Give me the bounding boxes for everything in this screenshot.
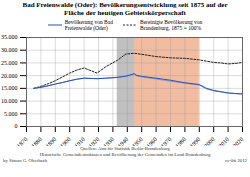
svg-text:1900: 1900 — [59, 137, 72, 147]
svg-text:1930: 1930 — [102, 137, 115, 147]
html-text:Bad Freienwalde (Oder): Bevölk: Bad Freienwalde (Oder): Bevölkerungsentw… — [22, 1, 228, 17]
svg-text:2010: 2010 — [217, 137, 230, 147]
svg-text:0: 0 — [15, 124, 18, 130]
html-text:by Simon G. Oberbach: by Simon G. Oberbach — [3, 157, 48, 163]
svg-text:1920: 1920 — [88, 137, 101, 147]
html-text:cc-0ft 2012: cc-0ft 2012 — [225, 157, 247, 163]
svg-text:1890: 1890 — [45, 137, 58, 147]
svg-text:2000: 2000 — [203, 137, 216, 147]
html-text:Historische Gemeindestrukturen: Historische Gemeindestrukturen und Bevöl… — [39, 152, 211, 157]
svg-text:1940: 1940 — [117, 137, 130, 147]
svg-text:5.000: 5.000 — [4, 111, 18, 117]
html-text:Bevölkerung von Bad Freienwald: Bevölkerung von Bad Freienwalde (Oder) — [64, 19, 113, 32]
svg-text:20.000: 20.000 — [1, 73, 18, 79]
svg-text:15.000: 15.000 — [1, 86, 18, 92]
html-text:Bereinigte Bevölkerung von Bra: Bereinigte Bevölkerung von Brandenburg, … — [140, 19, 203, 32]
svg-text:1880: 1880 — [30, 137, 43, 147]
svg-text:1980: 1980 — [174, 137, 187, 147]
svg-text:1910: 1910 — [73, 137, 86, 147]
svg-text:35.000: 35.000 — [1, 35, 18, 41]
svg-text:2020: 2020 — [232, 137, 245, 147]
svg-text:1870: 1870 — [16, 137, 29, 147]
svg-text:25.000: 25.000 — [1, 60, 18, 66]
svg-text:1990: 1990 — [189, 137, 202, 147]
svg-text:30.000: 30.000 — [1, 48, 18, 54]
svg-text:1960: 1960 — [145, 137, 158, 147]
svg-text:1950: 1950 — [131, 137, 144, 147]
html-text:Quellen: Amt für Statistik Ber: Quellen: Amt für Statistik Berlin-Brande… — [80, 146, 170, 152]
svg-text:10.000: 10.000 — [1, 98, 18, 104]
svg-text:1970: 1970 — [160, 137, 173, 147]
